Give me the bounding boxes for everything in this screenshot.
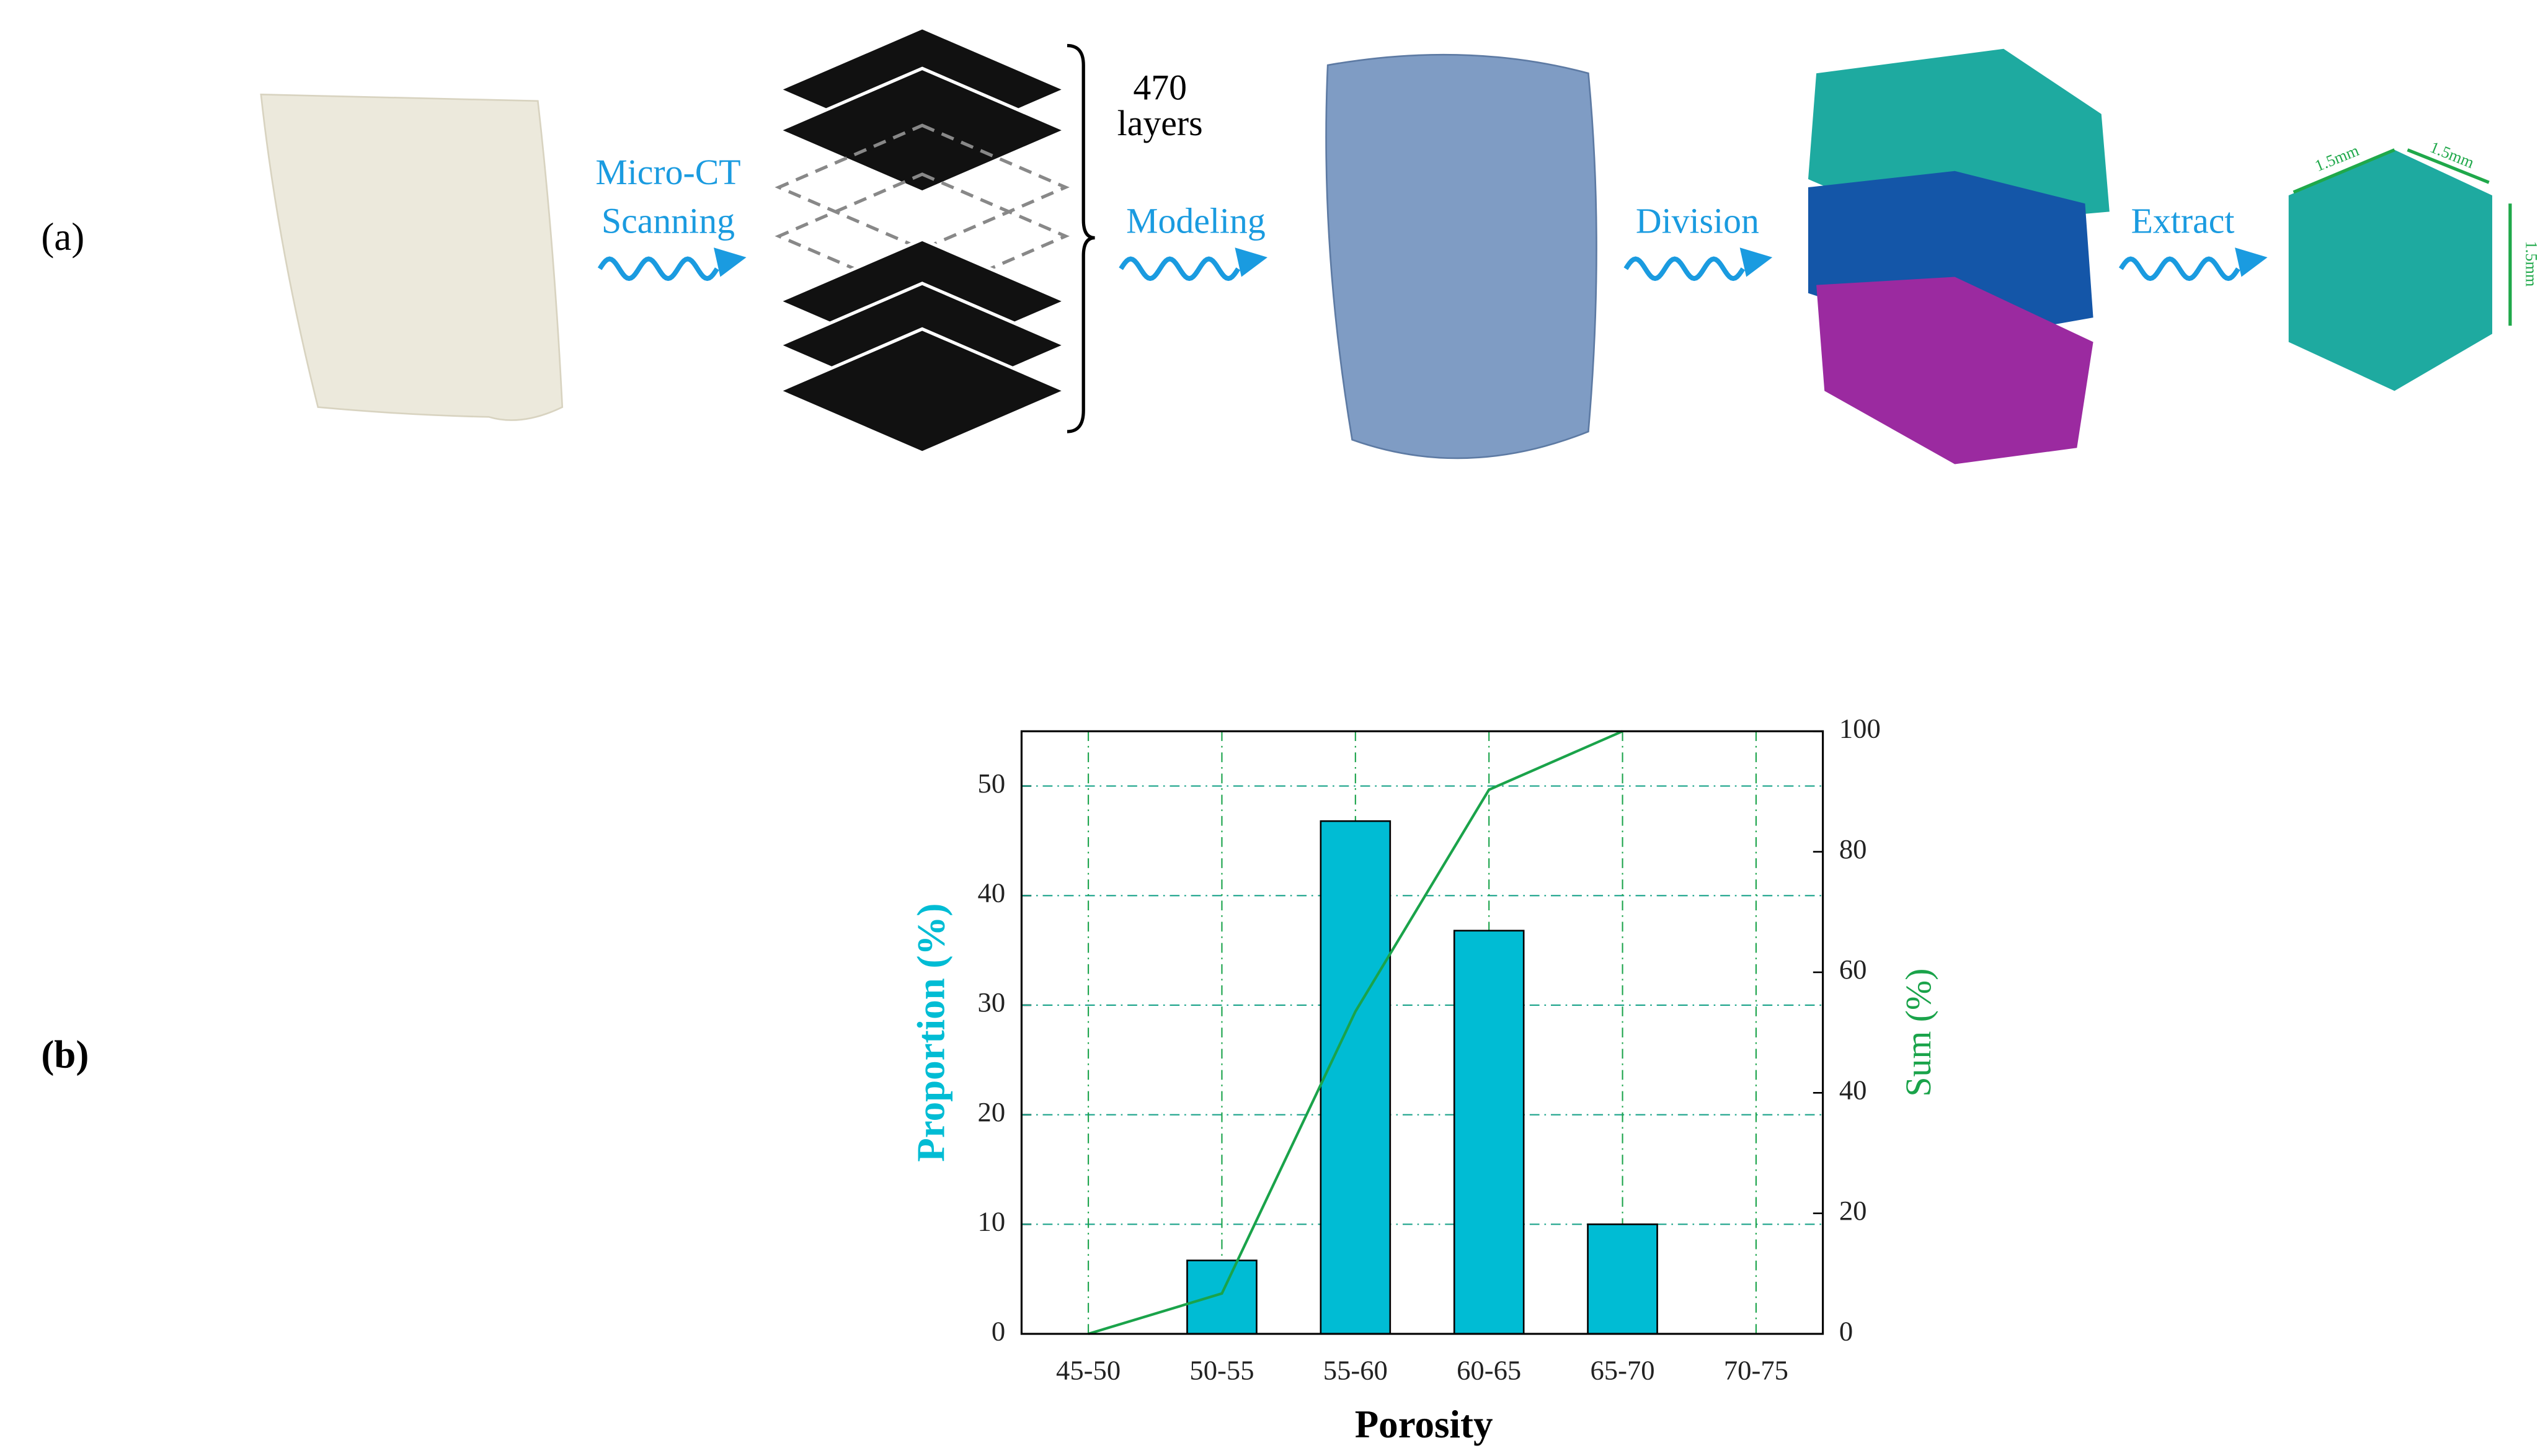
arrow-head bbox=[2235, 247, 2268, 277]
x-tick-label: 45-50 bbox=[1056, 1354, 1121, 1385]
brace bbox=[1067, 43, 1095, 433]
y-tick-label: 40 bbox=[978, 877, 1006, 908]
dimension-lines bbox=[2293, 148, 2512, 326]
sum-line bbox=[1088, 730, 1623, 1336]
wave-arrow bbox=[597, 256, 719, 282]
y2-tick-label: 0 bbox=[1839, 1315, 1853, 1346]
wave-arrow bbox=[1623, 256, 1746, 282]
arrow-head bbox=[1739, 247, 1773, 277]
bar bbox=[1453, 930, 1525, 1335]
panel-label: (a) bbox=[41, 215, 84, 259]
step-label: Extract bbox=[2131, 202, 2235, 241]
x-tick-label: 50-55 bbox=[1189, 1354, 1254, 1385]
ct-slice bbox=[775, 66, 1070, 194]
arrow-head bbox=[714, 247, 747, 277]
step-label: Micro-CT bbox=[595, 153, 740, 192]
layer-count: layers bbox=[1117, 104, 1203, 143]
step-label: Division bbox=[1636, 202, 1759, 241]
x-tick-label: 70-75 bbox=[1724, 1354, 1788, 1385]
x-tick-label: 55-60 bbox=[1323, 1354, 1388, 1385]
y2-tick-label: 60 bbox=[1839, 954, 1867, 985]
step-label: Scanning bbox=[601, 202, 735, 241]
wave-arrow bbox=[1119, 256, 1241, 282]
bar bbox=[1186, 1259, 1258, 1335]
bar bbox=[1320, 820, 1392, 1335]
y2-axis-label: Sum (%) bbox=[1899, 969, 1938, 1097]
y2-tick-label: 80 bbox=[1839, 833, 1867, 864]
bone-sample bbox=[260, 93, 564, 421]
panel-label: (b) bbox=[41, 1033, 89, 1076]
dimension-label: 1.5mm bbox=[2522, 241, 2540, 287]
bar bbox=[1587, 1223, 1658, 1335]
panel-a-illustrations bbox=[260, 25, 2512, 464]
y-axis-label: Proportion (%) bbox=[910, 903, 953, 1162]
unit-cube bbox=[2288, 149, 2493, 391]
y-tick-label: 0 bbox=[992, 1315, 1005, 1346]
y2-tick-label: 100 bbox=[1839, 713, 1881, 744]
y-tick-label: 50 bbox=[978, 768, 1006, 799]
wave-arrow bbox=[2118, 256, 2240, 282]
y2-tick-label: 20 bbox=[1839, 1195, 1867, 1226]
x-tick-label: 65-70 bbox=[1590, 1354, 1654, 1385]
ct-slice-placeholder bbox=[775, 172, 1070, 300]
y2-tick-label: 40 bbox=[1839, 1075, 1867, 1106]
ct-slice-placeholder bbox=[775, 123, 1070, 251]
x-tick-label: 60-65 bbox=[1457, 1354, 1521, 1385]
y-tick-label: 10 bbox=[978, 1206, 1006, 1237]
x-axis-label: Porosity bbox=[1355, 1403, 1493, 1446]
layer-count: 470 bbox=[1133, 68, 1187, 107]
ct-slice bbox=[775, 327, 1070, 455]
plot-frame bbox=[1020, 730, 1824, 1335]
cube-purple bbox=[1816, 277, 2093, 464]
step-label: Modeling bbox=[1126, 202, 1266, 241]
arrow-head bbox=[1235, 247, 1267, 277]
y-tick-label: 30 bbox=[978, 987, 1006, 1018]
bone-model bbox=[1325, 53, 1597, 459]
y-tick-label: 20 bbox=[978, 1096, 1006, 1127]
